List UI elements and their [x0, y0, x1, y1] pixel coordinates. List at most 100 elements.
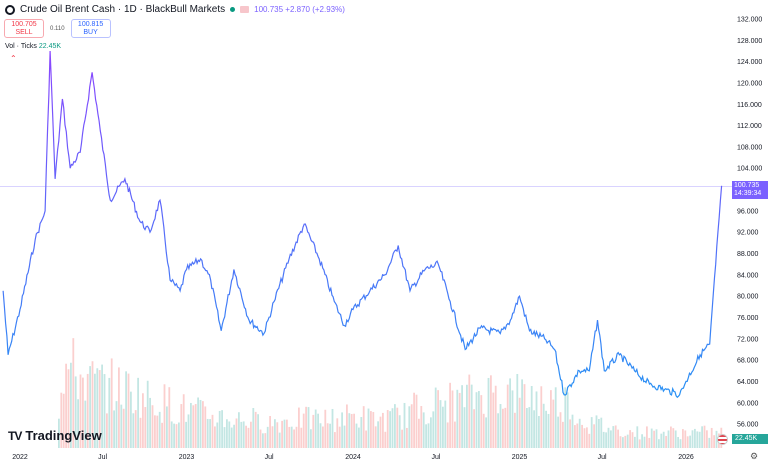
volume-bar — [434, 387, 437, 448]
volume-bar — [550, 390, 552, 448]
volume-bar — [641, 434, 643, 448]
volume-bar — [134, 410, 137, 448]
volume-bar — [331, 408, 334, 448]
volume-bar — [451, 390, 454, 448]
volume-bar — [149, 397, 151, 448]
volume-bar — [226, 419, 228, 448]
volume-bar — [384, 431, 387, 448]
volume-bar — [86, 373, 89, 448]
volume-bar — [180, 404, 183, 448]
volume-bar — [389, 411, 391, 448]
volume-bar — [175, 424, 178, 448]
sell-button[interactable]: 100.705 SELL — [4, 19, 44, 38]
volume-bar — [574, 425, 576, 448]
volume-bar — [170, 421, 173, 448]
volume-bar — [139, 417, 142, 448]
volume-bar — [542, 403, 545, 448]
volume-bar — [485, 417, 487, 448]
volume-bar — [262, 433, 264, 448]
y-tick-label: 84.000 — [737, 272, 759, 279]
volume-bar — [396, 407, 399, 448]
volume-bar — [307, 407, 310, 448]
volume-bar — [403, 402, 406, 448]
volume-bar — [293, 429, 295, 448]
volume-bar — [466, 384, 468, 448]
volume-bar — [247, 427, 250, 448]
volume-bar — [209, 419, 211, 448]
y-tick-label: 112.000 — [737, 123, 762, 130]
volume-bar — [230, 427, 233, 448]
symbol-header[interactable]: Crude Oil Brent Cash · 1D · BlackBull Ma… — [5, 4, 345, 15]
tradingview-logo[interactable]: TV TradingView — [8, 428, 102, 443]
volume-bar — [442, 406, 444, 448]
volume-bar — [509, 378, 511, 448]
volume-bar — [410, 404, 413, 448]
volume-bar — [557, 416, 559, 448]
volume-bar — [326, 423, 329, 448]
volume-bar — [382, 412, 384, 448]
volume-bar — [698, 431, 701, 448]
price-label-value: 100.735 — [734, 182, 760, 189]
volume-bar — [343, 425, 346, 448]
volume-bar — [192, 405, 195, 448]
symbol-logo-icon — [5, 4, 15, 15]
volume-bar — [629, 430, 631, 448]
volume-bar — [437, 390, 439, 448]
volume-bar — [120, 404, 123, 448]
volume-bar — [386, 410, 389, 448]
volume-bar — [490, 375, 492, 448]
buy-price: 100.815 — [77, 21, 104, 28]
y-tick-label: 92.000 — [737, 230, 759, 237]
volume-bar — [365, 430, 367, 448]
volume-bar — [662, 431, 665, 448]
volume-bar — [569, 419, 571, 448]
volume-bar — [341, 412, 343, 448]
volume-axis-label: 22.45K — [732, 434, 768, 444]
buy-button[interactable]: 100.815 BUY — [70, 19, 111, 38]
volume-bar — [103, 374, 106, 448]
volume-bar — [607, 427, 610, 448]
volume-legend[interactable]: Vol · Ticks 22.45K — [5, 43, 61, 50]
volume-bar — [458, 392, 461, 448]
y-tick-label: 88.000 — [737, 251, 759, 258]
volume-bar — [254, 411, 257, 448]
volume-bar — [266, 426, 269, 448]
interval[interactable]: 1D — [123, 4, 137, 15]
volume-bar — [346, 404, 348, 448]
volume-bar — [602, 431, 605, 448]
x-tick-label: Jul — [265, 454, 274, 461]
volume-bar — [242, 421, 245, 448]
volume-bar — [415, 394, 418, 448]
volume-label: Vol · Ticks — [5, 43, 37, 50]
volume-bar — [605, 432, 607, 448]
volume-bar — [514, 412, 516, 448]
volume-bar — [480, 395, 483, 448]
volume-bar — [367, 408, 370, 448]
volume-bar — [274, 419, 276, 448]
volume-bar — [113, 410, 115, 448]
volume-bar — [101, 364, 103, 448]
volume-bar — [394, 404, 396, 448]
volume-bar — [631, 432, 634, 448]
volume-bar — [281, 420, 283, 448]
volume-bar — [151, 405, 154, 448]
volume-bar — [278, 432, 281, 448]
volume-bar — [370, 411, 372, 448]
volume-bar — [166, 406, 168, 448]
volume-bar — [478, 391, 480, 448]
volume-bar — [622, 437, 624, 448]
volume-bar — [362, 406, 365, 448]
volume-bar — [566, 392, 569, 448]
volume-bar — [79, 374, 82, 448]
volume-bar — [430, 417, 432, 448]
settings-icon[interactable]: ⚙ — [750, 451, 759, 461]
volume-bar — [379, 416, 382, 448]
volume-bar — [650, 428, 653, 448]
volume-bar — [655, 429, 658, 448]
collapse-chevron-icon[interactable]: ⌃ — [10, 54, 17, 63]
volume-bar — [554, 387, 557, 448]
volume-bar — [127, 373, 130, 448]
volume-bar — [187, 414, 190, 448]
x-tick-label: Jul — [432, 454, 441, 461]
